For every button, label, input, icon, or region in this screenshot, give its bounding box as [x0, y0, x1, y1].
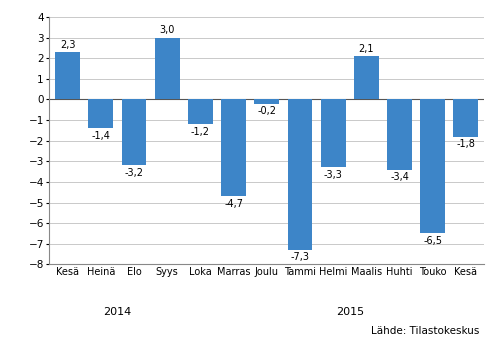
Bar	[321, 99, 346, 167]
Text: -1,2: -1,2	[191, 127, 210, 137]
Text: 2014: 2014	[103, 307, 131, 317]
Text: 2,1: 2,1	[359, 44, 374, 54]
Bar	[55, 52, 80, 99]
Text: -3,4: -3,4	[390, 172, 409, 182]
Text: -4,7: -4,7	[224, 199, 243, 209]
Text: -7,3: -7,3	[290, 253, 309, 262]
Bar	[188, 99, 213, 124]
Bar	[88, 99, 113, 128]
Bar	[254, 99, 279, 104]
Bar	[453, 99, 478, 137]
Bar	[354, 56, 379, 99]
Bar	[387, 99, 412, 170]
Bar	[221, 99, 246, 196]
Text: -0,2: -0,2	[257, 106, 276, 116]
Text: 2015: 2015	[335, 307, 364, 317]
Bar	[288, 99, 312, 250]
Bar	[155, 38, 180, 99]
Text: 3,0: 3,0	[160, 25, 175, 35]
Text: -1,8: -1,8	[456, 139, 475, 149]
Text: -3,2: -3,2	[124, 168, 144, 178]
Text: -6,5: -6,5	[423, 236, 442, 246]
Text: -3,3: -3,3	[324, 170, 342, 180]
Bar	[122, 99, 146, 165]
Text: Lähde: Tilastokeskus: Lähde: Tilastokeskus	[371, 326, 479, 336]
Text: -1,4: -1,4	[91, 131, 110, 141]
Bar	[420, 99, 445, 234]
Text: 2,3: 2,3	[60, 40, 76, 49]
